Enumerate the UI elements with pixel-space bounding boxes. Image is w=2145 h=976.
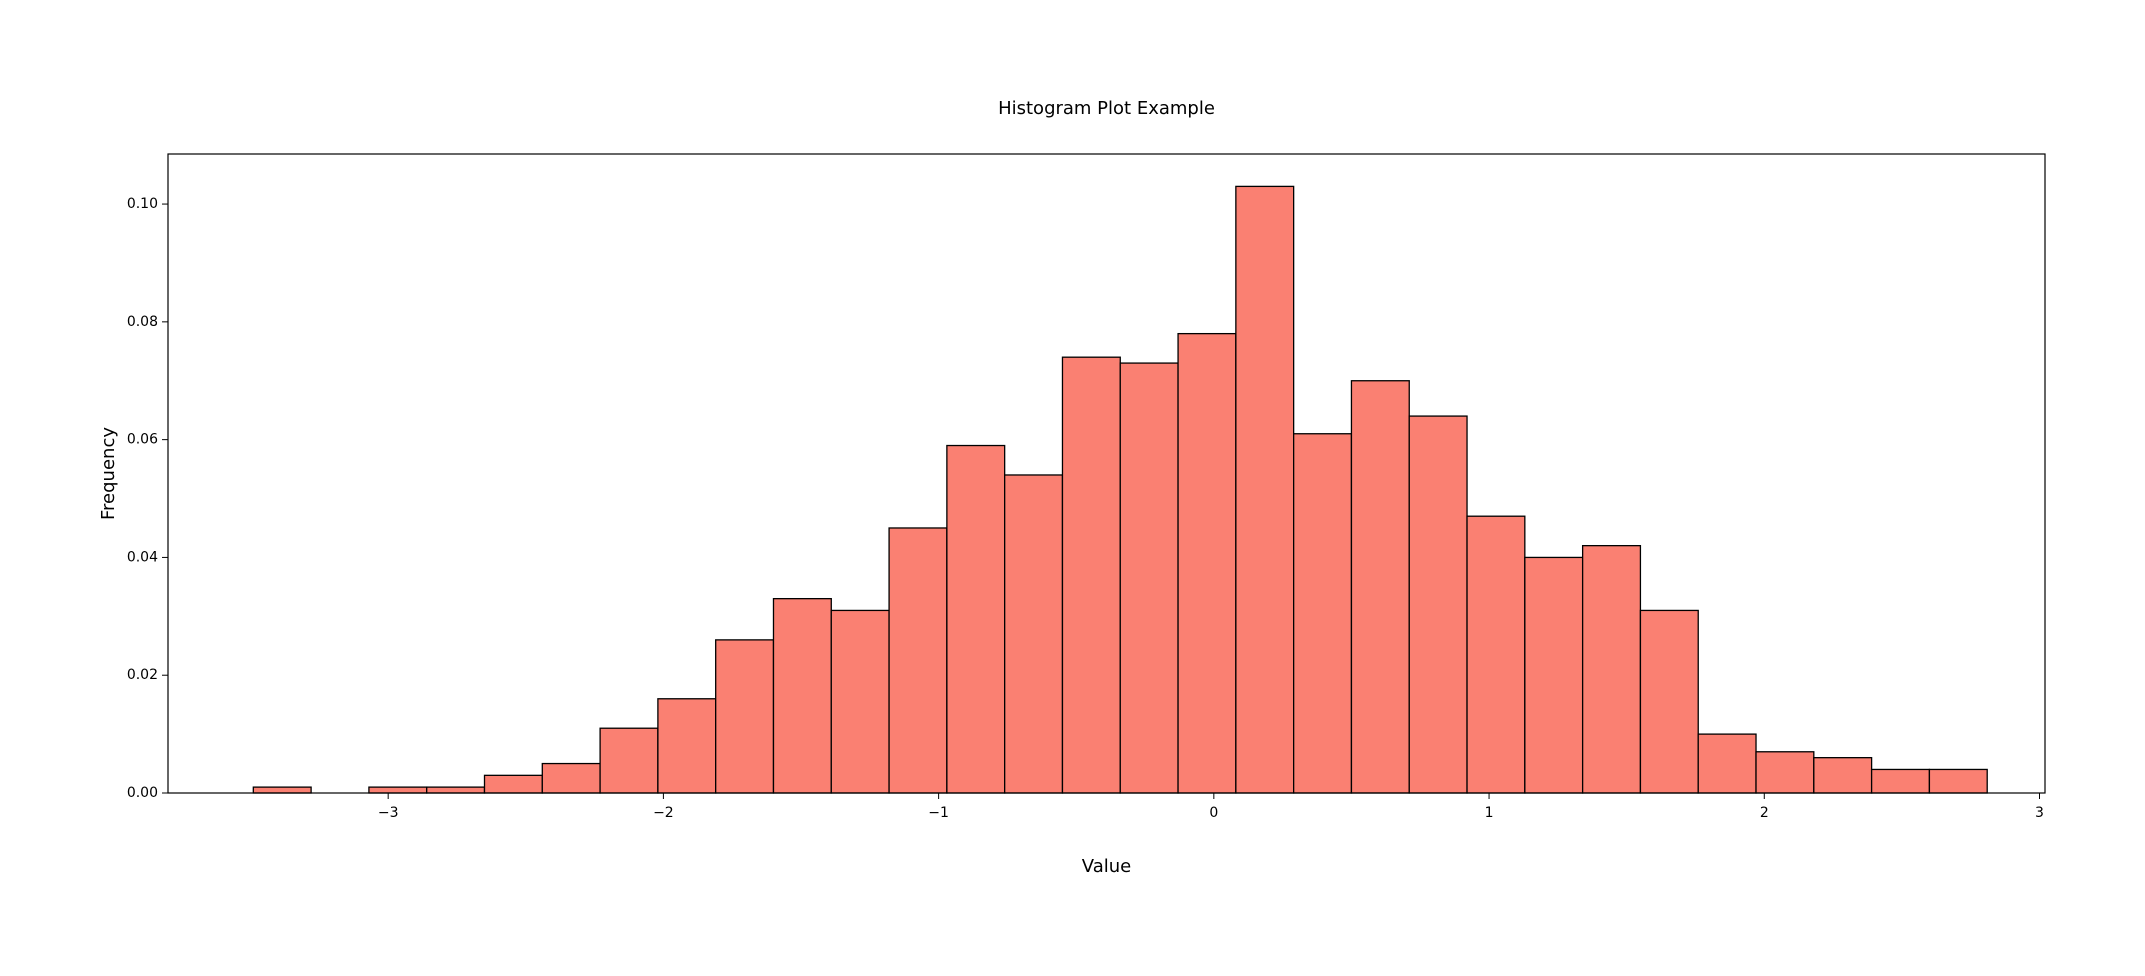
- x-tick-label: 0: [1209, 805, 1218, 821]
- histogram-bar: [1119, 362, 1179, 794]
- x-axis-ticks: −3 −2 −1 0 1 2 3: [378, 793, 2044, 821]
- y-tick-label: 0.10: [127, 196, 158, 212]
- histogram-bar: [1004, 474, 1064, 794]
- x-tick-label: −1: [928, 805, 949, 821]
- histogram-bar: [1466, 515, 1526, 794]
- histogram-bar: [1524, 556, 1584, 794]
- x-tick-label: 3: [2035, 805, 2044, 821]
- histogram-bar: [1408, 415, 1468, 794]
- y-tick-label: 0.08: [127, 314, 158, 330]
- histogram-bar: [252, 786, 312, 794]
- histogram-bar: [541, 762, 601, 794]
- y-tick-label: 0.06: [127, 432, 158, 448]
- x-axis-title: Value: [1082, 856, 1131, 877]
- histogram-bar: [657, 698, 717, 794]
- histogram-bar: [1697, 733, 1757, 794]
- y-tick-label: 0.02: [127, 667, 158, 683]
- y-tick-label: 0.00: [127, 785, 158, 801]
- x-tick-label: 2: [1760, 805, 1769, 821]
- histogram-bar: [1639, 609, 1699, 794]
- histogram-bar: [368, 786, 428, 794]
- x-tick-label: 1: [1485, 805, 1494, 821]
- histogram-bar: [1350, 380, 1410, 794]
- histogram-bar: [888, 527, 948, 794]
- x-tick-label: −3: [378, 805, 399, 821]
- histogram-bar: [1235, 185, 1295, 794]
- histogram-bar: [599, 727, 659, 794]
- histogram-bar: [830, 609, 890, 794]
- chart-title: Histogram Plot Example: [998, 98, 1215, 119]
- histogram-bar: [715, 639, 775, 794]
- histogram-bar: [1177, 332, 1237, 794]
- histogram-bar: [483, 774, 543, 794]
- histogram-bar: [1292, 433, 1353, 794]
- y-axis-ticks: 0.00 0.02 0.04 0.06 0.08 0.10: [127, 196, 168, 801]
- histogram-bar: [1813, 757, 1873, 794]
- plot-frame: [167, 153, 2046, 794]
- bars-layer: [252, 185, 1988, 794]
- histogram-bar: [1061, 356, 1121, 794]
- histogram-bar: [1755, 751, 1815, 794]
- histogram-bar: [1928, 768, 1988, 794]
- histogram-bar: [772, 597, 832, 794]
- histogram-bar: [1870, 768, 1931, 794]
- histogram-bar: [1581, 544, 1642, 794]
- y-axis-title: Frequency: [98, 427, 119, 520]
- histogram-bar: [946, 444, 1006, 794]
- histogram-bar: [426, 786, 486, 794]
- x-tick-label: −2: [653, 805, 674, 821]
- y-tick-label: 0.04: [127, 549, 158, 565]
